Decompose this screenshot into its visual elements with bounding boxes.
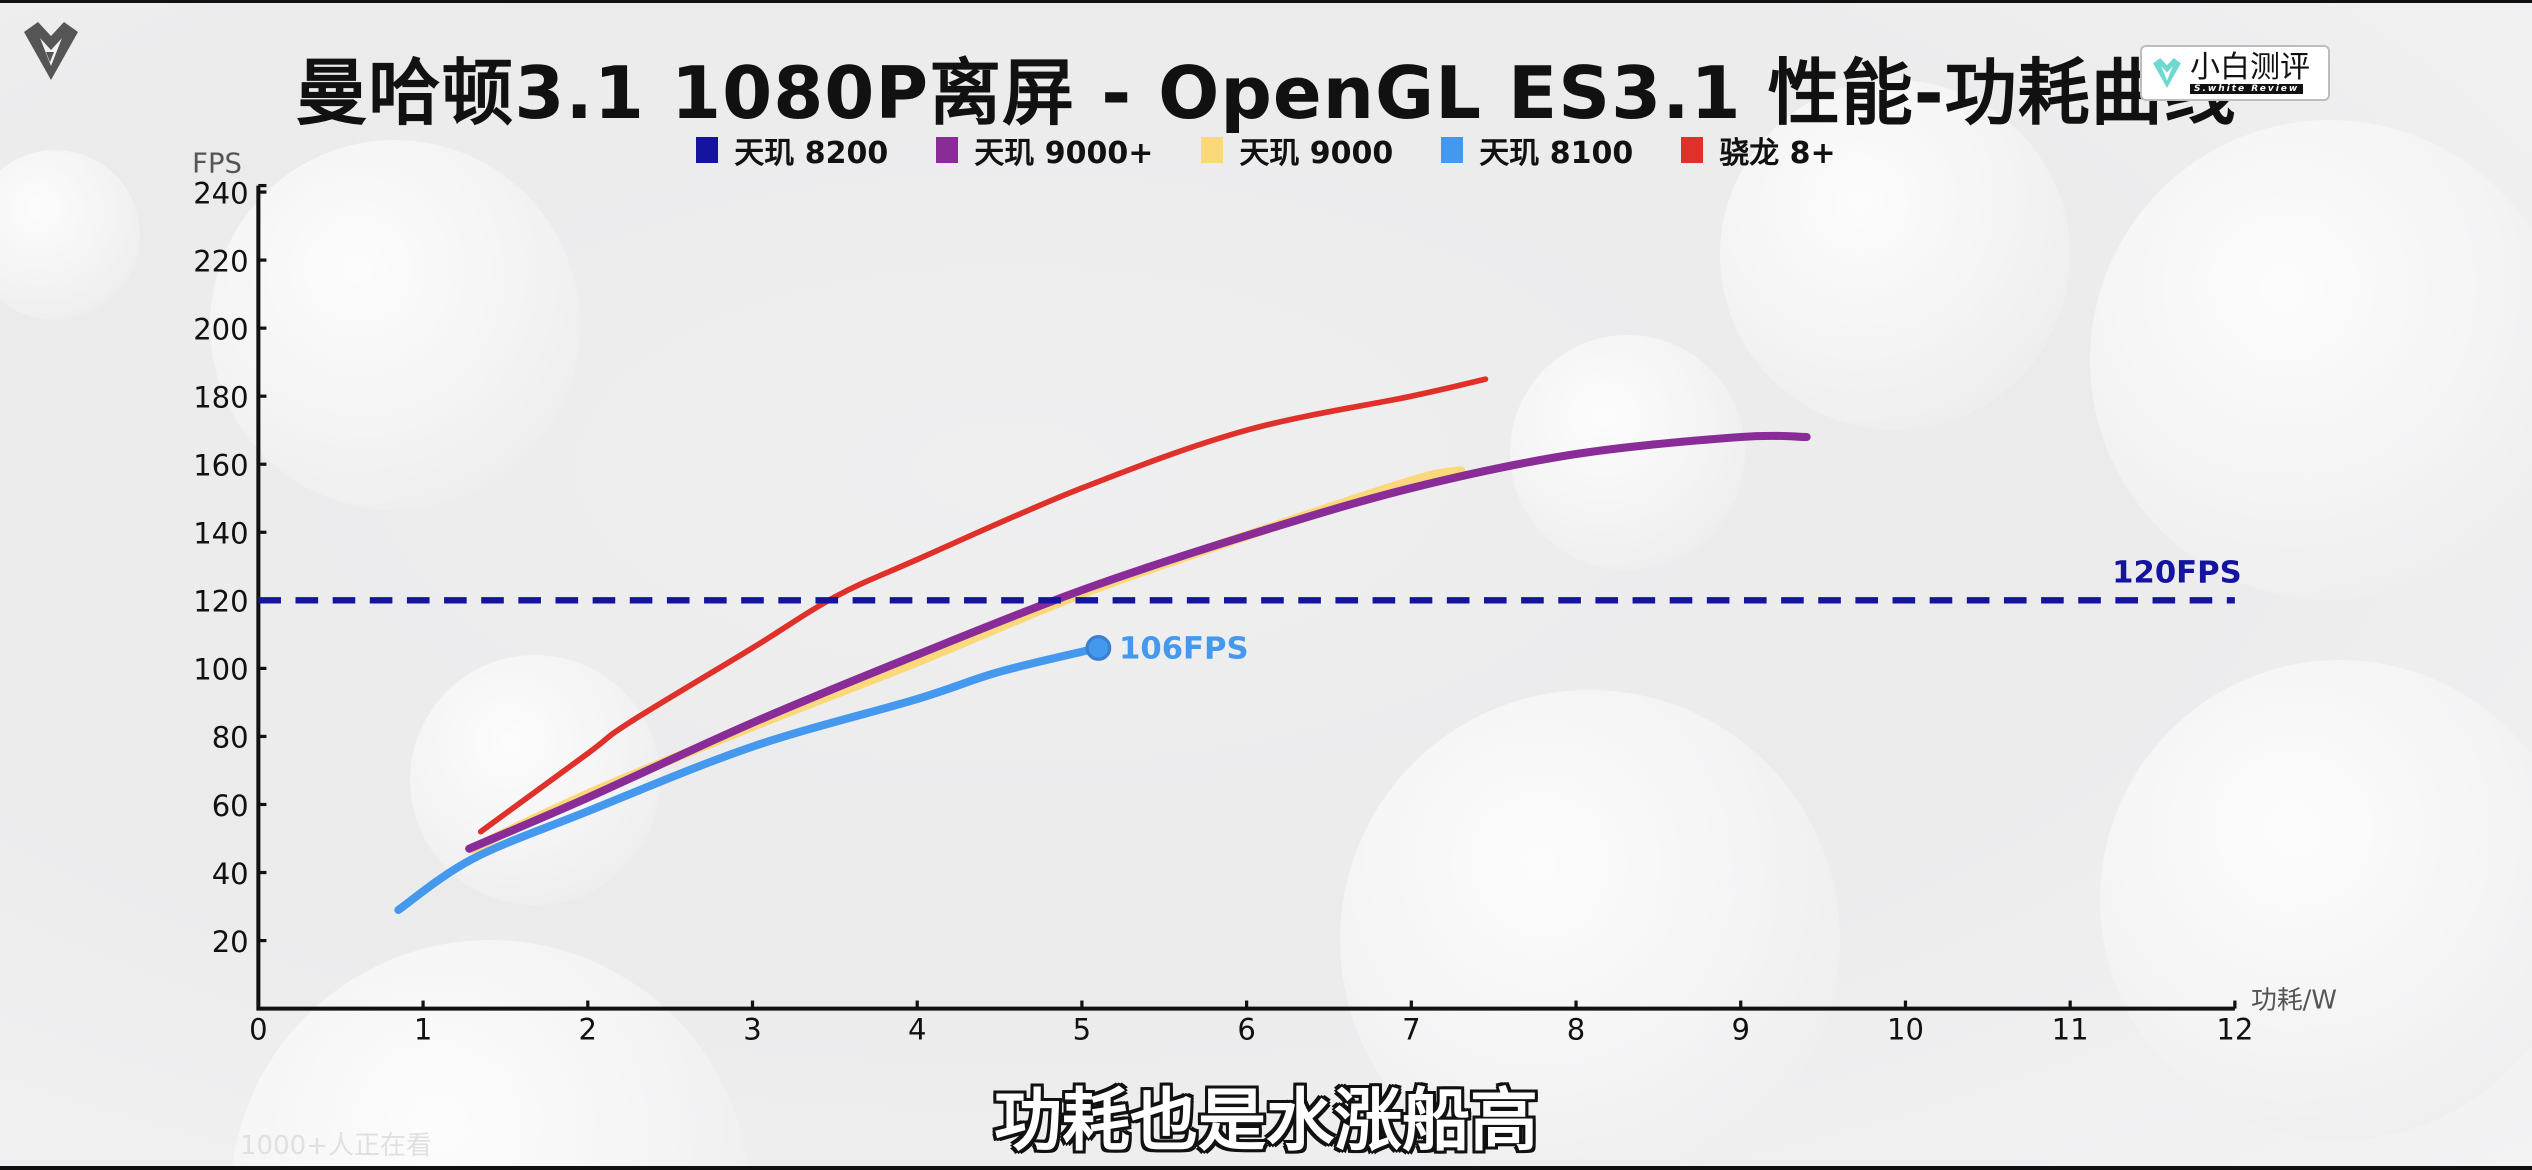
series-line	[394, 643, 1103, 914]
x-tick-label: 9	[1732, 1012, 1750, 1046]
series-line	[467, 466, 1466, 854]
bg-decor	[2090, 120, 2532, 600]
bg-decor	[2100, 660, 2532, 1140]
x-tick-label: 4	[908, 1012, 926, 1046]
legend-item-dimensity-8200: 天玑 8200	[696, 128, 888, 172]
bottom-border	[0, 1166, 2532, 1170]
top-border	[0, 0, 2532, 3]
chart-title: 曼哈顿3.1 1080P离屏 - OpenGL ES3.1 性能-功耗曲线	[295, 51, 2237, 135]
brand-badge: 小白测评 S.white Review	[2140, 45, 2330, 101]
x-tick-label: 1	[414, 1012, 432, 1046]
x-tick-label: 10	[1887, 1012, 1924, 1046]
series-line	[465, 431, 1811, 853]
legend-label: 骁龙 8+	[1719, 136, 1836, 171]
legend-label: 天玑 8200	[734, 136, 889, 171]
x-tick-label: 11	[2052, 1012, 2089, 1046]
bg-decor	[1510, 335, 1745, 570]
bg-decor	[0, 150, 140, 320]
legend-label: 天玑 8100	[1479, 136, 1634, 171]
endpoint-marker	[1085, 635, 1112, 661]
chart-legend: 天玑 8200 天玑 9000+ 天玑 9000 天玑 8100 骁龙 8+	[0, 128, 2532, 172]
bg-decor	[210, 140, 580, 510]
x-tick-label: 2	[579, 1012, 597, 1046]
y-tick-label: 220	[193, 244, 248, 278]
bg-decor	[1720, 80, 2070, 430]
y-tick-label: 120	[193, 585, 248, 619]
x-tick-label: 5	[1073, 1012, 1091, 1046]
legend-swatch	[1201, 137, 1224, 163]
brand-name: 小白测评	[2190, 50, 2310, 85]
legend-swatch	[936, 137, 959, 163]
y-tick-label: 60	[212, 789, 249, 823]
y-axis-label: FPS	[192, 149, 242, 180]
x-tick-label: 0	[249, 1012, 267, 1046]
y-tick-label: 180	[193, 380, 248, 414]
brand-tagline: S.white Review	[2190, 84, 2304, 94]
bg-decor	[1340, 690, 1840, 1170]
xiaobai-logo-icon	[2153, 58, 2181, 88]
chart-series	[394, 376, 1811, 914]
y-tick-label: 240	[193, 176, 248, 210]
y-tick-label: 20	[212, 925, 249, 959]
x-tick-label: 8	[1567, 1012, 1585, 1046]
legend-item-dimensity-9000: 天玑 9000	[1201, 128, 1393, 172]
legend-label: 天玑 9000+	[974, 136, 1154, 171]
y-tick-label: 80	[212, 721, 249, 755]
x-tick-label: 7	[1402, 1012, 1420, 1046]
legend-label: 天玑 9000	[1239, 136, 1394, 171]
endpoint-label: 106FPS	[1119, 631, 1249, 666]
legend-swatch	[696, 137, 719, 163]
xiaobai-logo-icon	[24, 22, 78, 80]
x-tick-label: 3	[743, 1012, 761, 1046]
series-line	[477, 376, 1489, 835]
x-axis-label: 功耗/W	[2251, 986, 2337, 1016]
video-subtitle: 功耗也是水涨船高	[993, 1082, 1538, 1161]
reference-line-label: 120FPS	[2112, 556, 2242, 591]
x-tick-label: 6	[1237, 1012, 1255, 1046]
y-tick-label: 100	[193, 653, 248, 687]
viewer-count-watermark: 1000+人正在看	[240, 1131, 432, 1161]
y-tick-label: 200	[193, 312, 248, 346]
legend-swatch	[1681, 137, 1704, 163]
legend-swatch	[1441, 137, 1464, 163]
y-tick-label: 40	[212, 857, 249, 891]
y-tick-label: 140	[193, 517, 248, 551]
x-tick-label: 12	[2216, 1012, 2253, 1046]
y-tick-label: 160	[193, 449, 248, 483]
legend-item-dimensity-8100: 天玑 8100	[1441, 128, 1633, 172]
legend-item-dimensity-9000plus: 天玑 9000+	[936, 128, 1153, 172]
legend-item-snapdragon-8plus: 骁龙 8+	[1681, 128, 1836, 172]
